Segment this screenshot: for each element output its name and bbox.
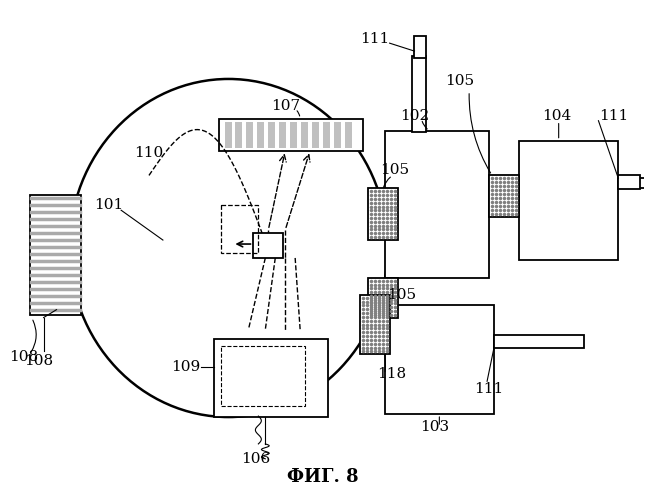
Bar [220, 346, 305, 406]
Text: 111: 111 [474, 382, 504, 396]
Text: 103: 103 [420, 420, 449, 434]
Bar [312, 122, 319, 148]
Bar [236, 122, 242, 148]
Bar [218, 119, 363, 151]
Bar [384, 131, 489, 278]
Bar [225, 122, 231, 148]
Text: 105: 105 [387, 288, 416, 302]
Bar [494, 334, 583, 348]
Bar [360, 295, 390, 354]
Text: 108: 108 [24, 354, 53, 368]
Text: 111: 111 [360, 32, 390, 46]
Bar [415, 36, 426, 58]
Bar [301, 122, 308, 148]
Bar [618, 179, 646, 188]
Ellipse shape [69, 79, 388, 417]
Text: 118: 118 [377, 367, 406, 381]
Text: 101: 101 [94, 198, 124, 212]
Text: 105: 105 [380, 164, 409, 178]
Bar [220, 205, 258, 253]
Text: 109: 109 [171, 360, 200, 374]
Bar [368, 188, 397, 240]
Text: 104: 104 [542, 109, 571, 123]
Bar [368, 278, 397, 318]
Text: ФИГ. 8: ФИГ. 8 [287, 468, 359, 486]
Bar [323, 122, 330, 148]
Bar [30, 195, 81, 315]
Bar [268, 122, 275, 148]
Bar [253, 233, 283, 258]
Text: 102: 102 [400, 109, 429, 123]
Text: 106: 106 [241, 452, 270, 466]
Text: 110: 110 [134, 146, 163, 160]
Text: 105: 105 [444, 74, 474, 88]
Bar [618, 176, 640, 189]
Bar [290, 122, 297, 148]
Bar [345, 122, 352, 148]
Bar [489, 176, 519, 217]
Bar [384, 305, 494, 414]
Bar [257, 122, 264, 148]
Bar [246, 122, 253, 148]
Bar [334, 122, 341, 148]
Text: 107: 107 [271, 99, 300, 113]
Bar [279, 122, 286, 148]
Text: 111: 111 [599, 109, 628, 123]
Text: 108: 108 [9, 350, 38, 364]
Bar [519, 141, 618, 260]
Bar [214, 339, 328, 417]
Bar [413, 56, 426, 132]
